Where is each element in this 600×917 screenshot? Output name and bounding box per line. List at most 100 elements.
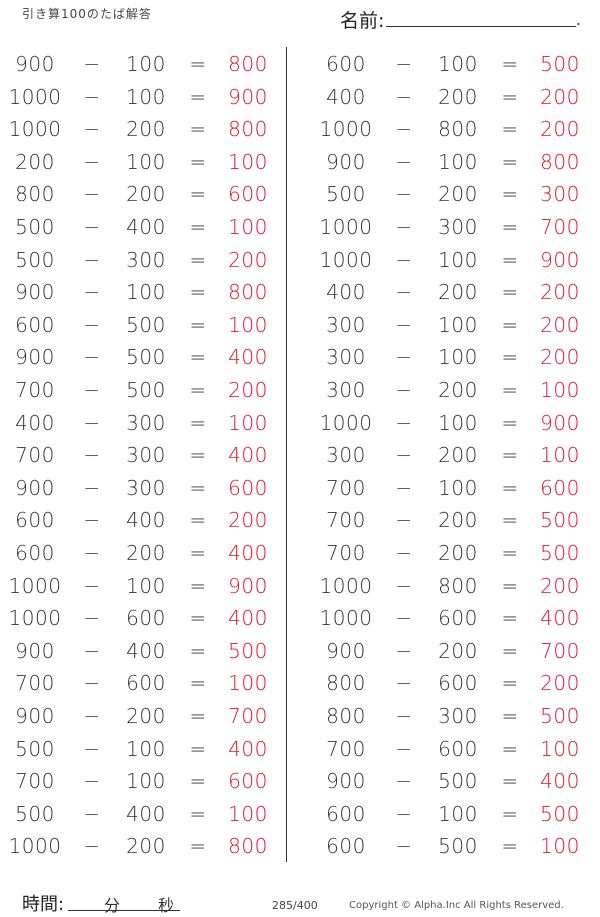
left-problem-5-minus-sign: − bbox=[83, 182, 101, 207]
worksheet-title: 引き算100のたば解答 bbox=[22, 7, 152, 21]
right-problem-22-minuend: 700 bbox=[326, 736, 366, 761]
right-problem-1-answer: 500 bbox=[540, 52, 580, 76]
right-problem-8-minus-sign: − bbox=[395, 280, 413, 305]
right-problem-5-minus-sign: − bbox=[395, 182, 413, 207]
right-problem-23-minuend: 900 bbox=[326, 769, 366, 794]
right-problem-18-answer: 400 bbox=[540, 606, 580, 631]
right-problem-22-equals-sign: = bbox=[501, 736, 519, 761]
left-problem-9-subtrahend: 500 bbox=[126, 312, 166, 337]
right-problem-5-answer: 300 bbox=[540, 182, 580, 207]
left-problem-25-minus-sign: − bbox=[83, 834, 101, 859]
right-problem-20-equals-sign: = bbox=[501, 671, 519, 696]
left-problem-22-equals-sign: = bbox=[189, 736, 207, 761]
right-problem-25-minuend: 600 bbox=[326, 834, 366, 859]
left-problem-10-minus-sign: − bbox=[83, 345, 101, 370]
left-problem-20-answer: 100 bbox=[228, 671, 268, 696]
minutes-label: 分 bbox=[104, 896, 121, 915]
left-problem-12-answer: 100 bbox=[228, 410, 268, 435]
name-label: 名前: bbox=[340, 10, 385, 32]
left-problem-3-answer: 800 bbox=[228, 117, 268, 142]
right-problem-25-answer: 100 bbox=[540, 834, 580, 859]
right-problem-4-answer: 800 bbox=[540, 149, 580, 174]
right-problem-12-equals-sign: = bbox=[501, 410, 519, 435]
right-problem-18-minuend: 1000 bbox=[319, 606, 373, 631]
right-problem-11-minus-sign: − bbox=[395, 378, 413, 402]
left-problem-4-answer: 100 bbox=[228, 149, 268, 174]
left-problem-10-answer: 400 bbox=[228, 345, 268, 370]
right-problem-8-subtrahend: 200 bbox=[438, 280, 478, 305]
left-problem-19-subtrahend: 400 bbox=[126, 638, 166, 663]
left-problem-22-answer: 400 bbox=[228, 736, 268, 761]
right-problem-1-minus-sign: − bbox=[395, 52, 413, 76]
left-problem-24-equals-sign: = bbox=[189, 801, 207, 826]
left-problem-11-answer: 200 bbox=[228, 378, 268, 402]
left-problem-14-minuend: 900 bbox=[15, 475, 55, 500]
right-problem-6-minus-sign: − bbox=[395, 215, 413, 239]
left-problem-25-subtrahend: 200 bbox=[126, 834, 166, 859]
right-problem-22-answer: 100 bbox=[540, 736, 580, 761]
right-problem-19-answer: 700 bbox=[540, 638, 580, 663]
right-problem-17-subtrahend: 800 bbox=[438, 573, 478, 598]
right-problem-10-answer: 200 bbox=[540, 345, 580, 370]
left-problem-22-subtrahend: 100 bbox=[126, 736, 166, 761]
left-problem-17-minuend: 1000 bbox=[8, 573, 62, 598]
left-problem-3-minus-sign: − bbox=[83, 117, 101, 142]
left-problem-11-subtrahend: 500 bbox=[126, 378, 166, 402]
left-problem-6-minus-sign: − bbox=[83, 215, 101, 239]
left-problem-11-minus-sign: − bbox=[83, 378, 101, 402]
right-problem-10-subtrahend: 100 bbox=[438, 345, 478, 370]
left-problem-17-subtrahend: 100 bbox=[126, 573, 166, 598]
left-problem-4-minuend: 200 bbox=[15, 149, 55, 174]
left-problem-15-minuend: 600 bbox=[15, 508, 55, 533]
right-problem-7-minus-sign: − bbox=[395, 247, 413, 272]
right-problem-17-equals-sign: = bbox=[501, 573, 519, 598]
right-problem-1-subtrahend: 100 bbox=[438, 52, 478, 76]
left-problem-2-answer: 900 bbox=[228, 84, 268, 109]
left-problem-22-minuend: 500 bbox=[15, 736, 55, 761]
left-problem-8-subtrahend: 100 bbox=[126, 280, 166, 305]
right-problem-1-minuend: 600 bbox=[326, 52, 366, 76]
left-problem-5-answer: 600 bbox=[228, 182, 268, 207]
right-problem-13-subtrahend: 200 bbox=[438, 443, 478, 468]
left-problem-7-equals-sign: = bbox=[189, 247, 207, 272]
left-problem-20-minus-sign: − bbox=[83, 671, 101, 696]
left-problem-15-equals-sign: = bbox=[189, 508, 207, 533]
right-problem-1-equals-sign: = bbox=[501, 52, 519, 76]
left-problem-1-equals-sign: = bbox=[189, 52, 207, 76]
right-problem-15-answer: 500 bbox=[540, 508, 580, 533]
right-problem-4-equals-sign: = bbox=[501, 149, 519, 174]
right-problem-3-equals-sign: = bbox=[501, 117, 519, 142]
left-problem-10-subtrahend: 500 bbox=[126, 345, 166, 370]
left-problem-2-equals-sign: = bbox=[189, 84, 207, 109]
right-problem-12-minus-sign: − bbox=[395, 410, 413, 435]
left-problem-21-minuend: 900 bbox=[15, 704, 55, 728]
right-problem-13-equals-sign: = bbox=[501, 443, 519, 468]
right-problem-12-minuend: 1000 bbox=[319, 410, 373, 435]
right-problem-15-minuend: 700 bbox=[326, 508, 366, 533]
right-problem-19-minus-sign: − bbox=[395, 638, 413, 663]
page-number: 285/400 bbox=[272, 899, 318, 912]
left-problem-23-minuend: 700 bbox=[15, 769, 55, 794]
right-problem-22-minus-sign: − bbox=[395, 736, 413, 761]
right-problem-11-equals-sign: = bbox=[501, 378, 519, 402]
left-problem-25-answer: 800 bbox=[228, 834, 268, 859]
right-problem-25-subtrahend: 500 bbox=[438, 834, 478, 859]
name-field-line bbox=[386, 26, 576, 27]
left-problem-24-answer: 100 bbox=[228, 801, 268, 826]
left-problem-15-subtrahend: 400 bbox=[126, 508, 166, 533]
left-problem-1-answer: 800 bbox=[228, 52, 268, 76]
left-problem-22-minus-sign: − bbox=[83, 736, 101, 761]
left-problem-21-answer: 700 bbox=[228, 704, 268, 728]
left-problem-25-equals-sign: = bbox=[189, 834, 207, 859]
right-problem-12-answer: 900 bbox=[540, 410, 580, 435]
left-problem-14-equals-sign: = bbox=[189, 475, 207, 500]
left-problem-3-minuend: 1000 bbox=[8, 117, 62, 142]
right-problem-21-answer: 500 bbox=[540, 704, 580, 728]
left-problem-15-answer: 200 bbox=[228, 508, 268, 533]
right-problem-14-subtrahend: 100 bbox=[438, 475, 478, 500]
right-problem-3-minuend: 1000 bbox=[319, 117, 373, 142]
left-problem-4-minus-sign: − bbox=[83, 149, 101, 174]
right-problem-2-equals-sign: = bbox=[501, 84, 519, 109]
right-problem-21-minus-sign: − bbox=[395, 704, 413, 728]
right-problem-8-equals-sign: = bbox=[501, 280, 519, 305]
